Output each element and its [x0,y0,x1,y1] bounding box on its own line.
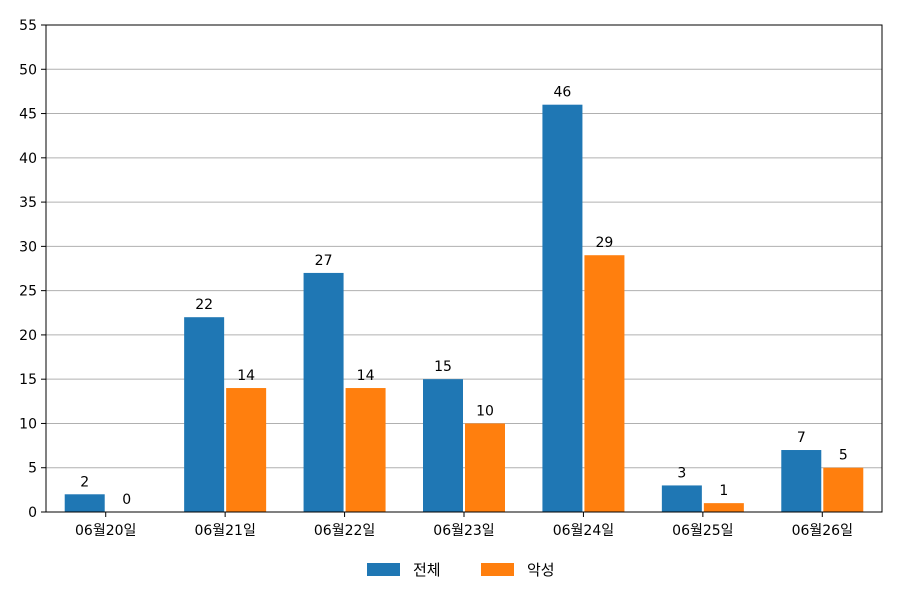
bar-value-label: 0 [122,492,131,508]
y-tick-label: 45 [19,107,37,123]
bar-value-label: 14 [357,368,375,384]
bar-series-1 [703,503,744,512]
y-axis: 0 5 10 15 20 25 30 35 40 45 50 55 [19,18,46,521]
bar-value-label: 3 [677,465,686,481]
bar-value-label: 10 [476,403,494,419]
data-labels: 2 0 22 14 27 14 15 10 46 29 3 1 7 5 [80,85,847,508]
y-tick-label: 20 [19,328,37,344]
y-tick-label: 55 [19,18,37,34]
bar-value-label: 22 [195,297,213,313]
bars [64,104,864,512]
x-tick-label: 06월26일 [792,523,853,539]
bar-value-label: 14 [237,368,255,384]
bar-series-0 [661,485,702,512]
bar-series-0 [423,379,463,512]
x-axis: 06월20일 06월21일 06월22일 06월23일 06월24일 06월25일 06월2… [75,512,853,539]
x-tick-label: 06월20일 [75,523,136,539]
y-tick-label: 40 [19,151,37,167]
bar-value-label: 27 [315,253,333,269]
x-tick-label: 06월22일 [314,523,375,539]
y-tick-label: 25 [19,284,37,300]
bar-value-label: 2 [80,474,89,490]
bar-value-label: 15 [434,359,452,375]
bar-series-1 [465,423,505,512]
legend-swatch [367,563,400,576]
bar-series-0 [64,494,105,512]
legend-label: 전체 [413,561,441,579]
legend-swatch [481,563,514,576]
legend: 전체 악성 [367,561,555,579]
y-tick-label: 0 [28,505,37,521]
x-tick-label: 06월24일 [553,523,614,539]
x-tick-label: 06월21일 [194,523,255,539]
bar-series-0 [184,317,225,512]
bar-value-label: 29 [596,235,614,251]
grid-lines [46,68,882,469]
y-tick-label: 5 [28,461,37,477]
y-tick-label: 10 [19,416,37,432]
x-tick-label: 06월23일 [433,523,494,539]
bar-series-1 [584,255,625,512]
y-tick-label: 35 [19,195,37,211]
bar-series-1 [345,388,386,512]
x-tick-label: 06월25일 [672,523,733,539]
legend-label: 악성 [527,561,555,579]
bar-series-0 [303,272,344,512]
y-tick-label: 15 [19,372,37,388]
y-tick-label: 50 [19,62,37,78]
bar-series-1 [823,467,864,512]
bar-value-label: 1 [719,483,728,499]
bar-value-label: 7 [797,430,806,446]
bar-value-label: 46 [554,85,572,101]
bar-series-0 [542,104,583,512]
bar-series-1 [226,388,267,512]
bar-series-0 [781,450,822,512]
bar-value-label: 5 [839,448,848,464]
y-tick-label: 30 [19,239,37,255]
plot-frame [45,24,883,513]
